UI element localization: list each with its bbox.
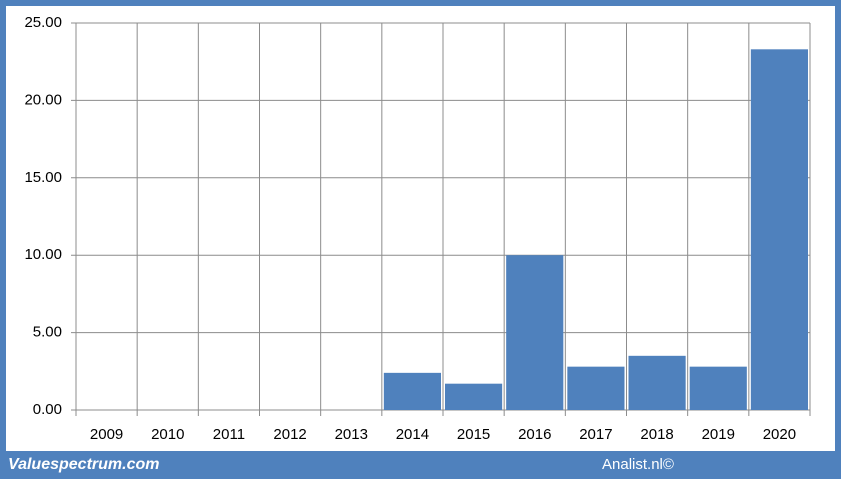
footer-right: Analist.nl© xyxy=(602,456,674,473)
x-tick-label: 2017 xyxy=(579,426,612,443)
y-tick-label: 0.00 xyxy=(33,401,62,418)
bar xyxy=(567,366,625,410)
footer-left: Valuespectrum.com xyxy=(8,456,159,473)
x-tick-label: 2020 xyxy=(763,426,796,443)
bar xyxy=(628,355,686,410)
x-tick-label: 2015 xyxy=(457,426,490,443)
y-tick-label: 10.00 xyxy=(24,246,62,263)
bar xyxy=(689,366,747,410)
x-tick-label: 2019 xyxy=(702,426,735,443)
x-tick-label: 2013 xyxy=(335,426,368,443)
x-tick-label: 2012 xyxy=(273,426,306,443)
y-tick-label: 15.00 xyxy=(24,169,62,186)
x-tick-label: 2009 xyxy=(90,426,123,443)
y-tick-label: 5.00 xyxy=(33,324,62,341)
y-tick-label: 20.00 xyxy=(24,91,62,108)
bar xyxy=(506,255,564,410)
x-tick-label: 2018 xyxy=(640,426,673,443)
x-tick-label: 2014 xyxy=(396,426,429,443)
bar xyxy=(750,49,808,410)
y-tick-label: 25.00 xyxy=(24,14,62,31)
bar xyxy=(383,372,441,410)
bar xyxy=(445,383,503,410)
x-tick-label: 2016 xyxy=(518,426,551,443)
x-tick-label: 2011 xyxy=(213,426,245,443)
x-tick-label: 2010 xyxy=(151,426,184,443)
